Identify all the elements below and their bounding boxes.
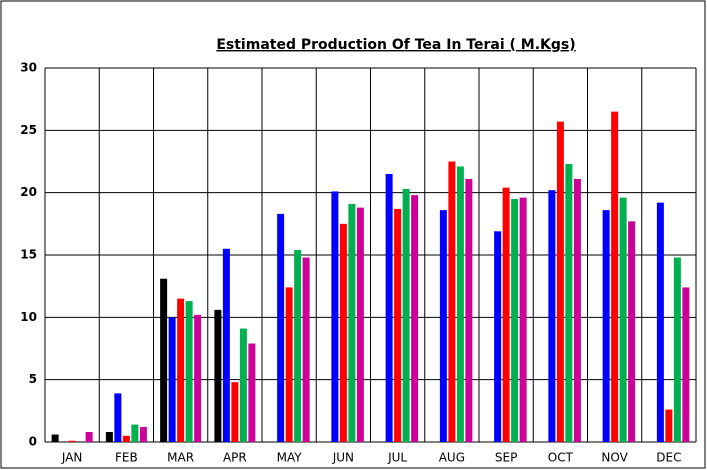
bar (160, 278, 168, 442)
bar (139, 427, 147, 442)
bar (131, 424, 139, 442)
y-tick-label: 5 (29, 372, 37, 386)
bar (465, 178, 473, 442)
x-tick-label: NOV (601, 451, 628, 465)
x-tick-label: DEC (656, 451, 681, 465)
bar (177, 298, 185, 442)
x-tick-label: FEB (115, 451, 138, 465)
bar (85, 432, 93, 442)
bar (122, 435, 130, 442)
x-tick-label: JUL (387, 451, 407, 465)
bar (285, 287, 293, 442)
bar (331, 191, 339, 442)
bar (194, 314, 202, 442)
x-tick-label: SEP (495, 451, 517, 465)
bar (294, 250, 302, 442)
bar (302, 257, 310, 442)
x-tick-label: MAR (167, 451, 194, 465)
chart-title: Estimated Production Of Tea In Terai ( M… (216, 37, 575, 53)
bar (682, 287, 690, 442)
y-tick-label: 20 (20, 185, 37, 199)
bar (502, 187, 510, 442)
y-tick-label: 15 (20, 248, 37, 262)
bar (231, 382, 239, 442)
bar (248, 343, 256, 442)
bar (68, 440, 76, 442)
bar (673, 257, 681, 442)
bar (394, 208, 402, 442)
bar (385, 173, 393, 442)
bar (511, 198, 519, 442)
bar (619, 197, 627, 442)
bar (602, 210, 610, 442)
bar (51, 434, 59, 442)
y-tick-label: 0 (29, 435, 37, 449)
x-tick-label: OCT (548, 451, 574, 465)
bar (628, 221, 636, 442)
bar (277, 213, 285, 442)
bar (548, 190, 556, 442)
x-tick-label: AUG (439, 451, 465, 465)
bar (565, 163, 573, 442)
y-tick-label: 10 (20, 310, 37, 324)
bar (556, 121, 564, 443)
x-tick-label: APR (223, 451, 247, 465)
bar (356, 207, 364, 442)
bar (168, 317, 176, 442)
bar (519, 197, 527, 442)
bar (185, 301, 193, 442)
bar (656, 202, 664, 442)
y-tick-label: 25 (20, 123, 37, 137)
bar (611, 111, 619, 442)
bar (239, 328, 247, 442)
bar (214, 309, 222, 442)
x-tick-label: MAY (277, 451, 303, 465)
bar (339, 223, 347, 442)
bar (494, 231, 502, 442)
bar (114, 393, 122, 442)
x-tick-label: JUN (332, 451, 354, 465)
bar (105, 432, 113, 442)
bar (573, 178, 581, 442)
bar (222, 248, 230, 442)
y-tick-label: 30 (20, 61, 37, 75)
bar (456, 166, 464, 442)
x-tick-label: JAN (61, 451, 83, 465)
bar (448, 161, 456, 442)
bar (665, 409, 673, 442)
bar (348, 203, 356, 442)
bar (411, 195, 419, 442)
bar (439, 210, 447, 442)
bar (402, 188, 410, 442)
